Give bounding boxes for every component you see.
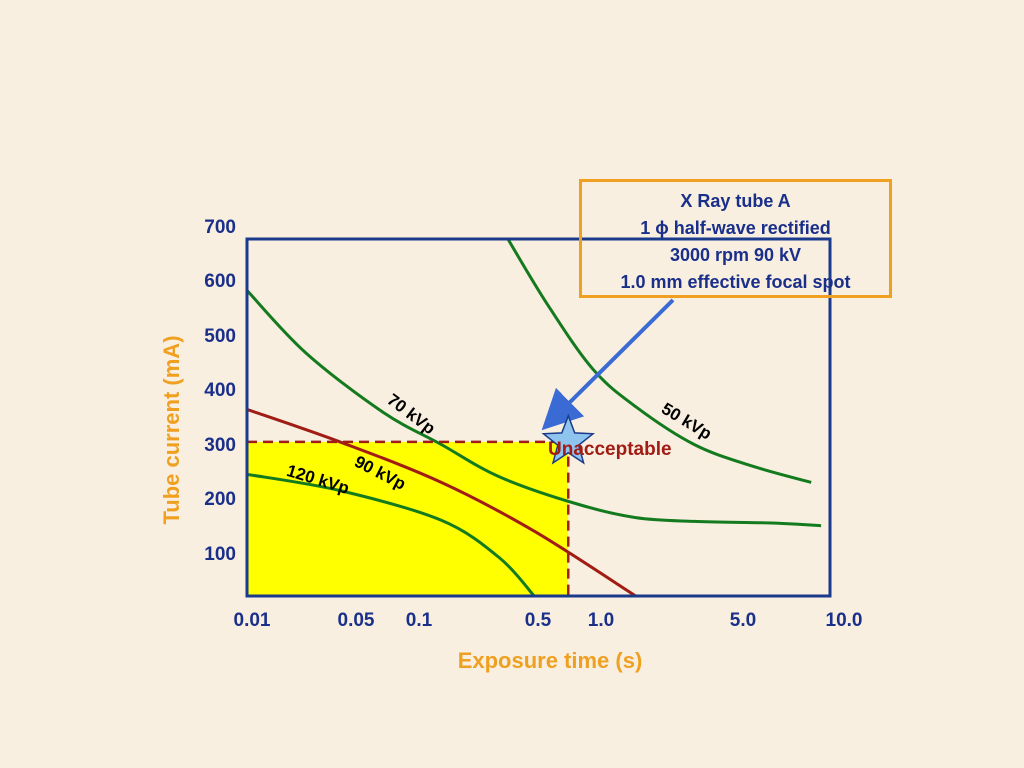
y-tick-label: 500: [204, 326, 236, 347]
y-tick-label: 700: [204, 217, 236, 238]
tube-info-box: X Ray tube A 1 ϕ half-wave rectified 300…: [579, 179, 892, 298]
y-tick-label: 600: [204, 271, 236, 292]
plot-frame: [245, 237, 832, 598]
y-tick-label: 400: [204, 380, 236, 401]
x-axis-title: Exposure time (s): [457, 648, 643, 673]
star-icon: [541, 413, 596, 465]
x-tick-label: 5.0: [729, 610, 757, 631]
series-curve-70-kvp: [247, 289, 822, 528]
x-tick-label: 0.1: [405, 610, 433, 631]
info-line: X Ray tube A: [680, 191, 791, 211]
y-axis-title: Tube current (mA): [159, 335, 184, 525]
unacceptable-label: Unacceptable: [548, 439, 672, 460]
x-tick-label: 0.5: [524, 610, 552, 631]
x-tick-label: 1.0: [587, 610, 615, 631]
y-tick-label: 100: [204, 544, 236, 565]
info-line: 1.0 mm effective focal spot: [620, 272, 851, 292]
x-tick-label: 10.0: [825, 610, 863, 631]
pointer-arrow: [541, 298, 675, 431]
series-curve-50-kvp: [506, 239, 812, 484]
info-line: 1 ϕ half-wave rectified: [640, 218, 831, 238]
series-curve-120-kvp: [247, 472, 536, 596]
y-tick-label: 200: [204, 489, 236, 510]
x-tick-label: 0.01: [233, 610, 271, 631]
info-line: 3000 rpm 90 kV: [669, 245, 802, 265]
y-tick-label: 300: [204, 435, 236, 456]
x-tick-label: 0.05: [337, 610, 375, 631]
